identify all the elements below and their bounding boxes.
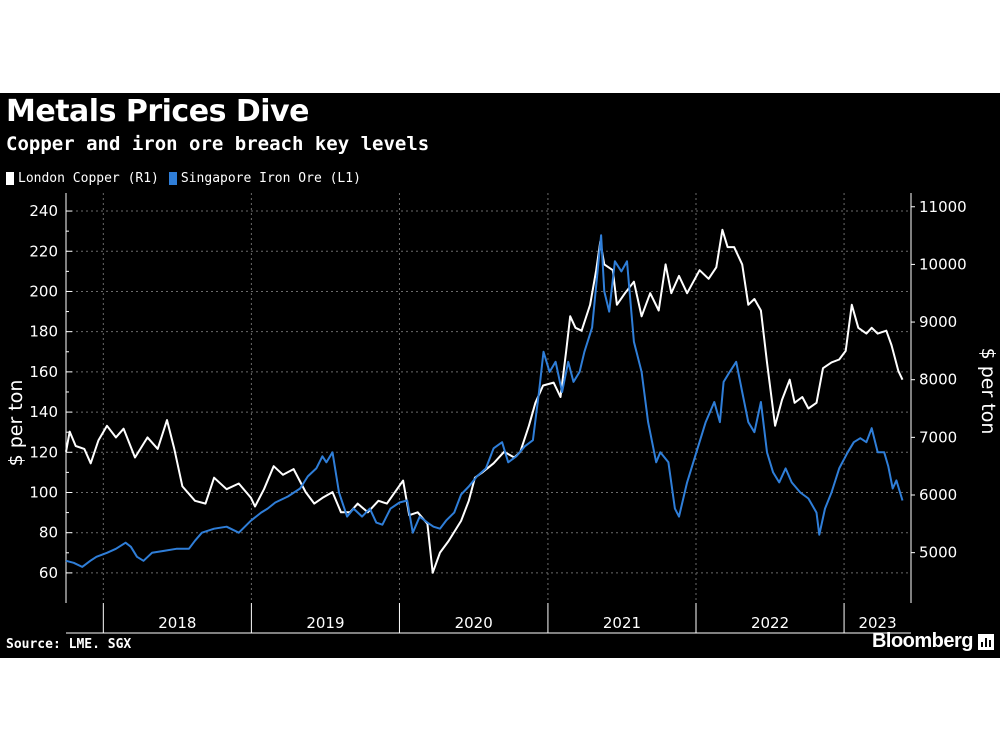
y-left-tick-label: 200 (29, 282, 58, 300)
legend-label-copper: London Copper (R1) (18, 170, 159, 186)
chart-subtitle: Copper and iron ore breach key levels (6, 133, 430, 155)
x-tick-label: 2018 (158, 614, 196, 632)
y-left-axis-title: $ per ton (5, 380, 27, 467)
legend-item-iron-ore: Singapore Iron Ore (L1) (168, 170, 361, 186)
y-left-tick-label: 140 (29, 403, 58, 421)
chart-title: Metals Prices Dive (6, 94, 309, 129)
axis-layer: 60 80 100 120 140 160 180 200 220 240 5000 6000 7000… (5, 193, 999, 634)
y-right-tick-label: 11000 (919, 198, 967, 216)
source-note: Source: LME. SGX (6, 637, 132, 652)
y-left-tick-label: 220 (29, 242, 58, 260)
y-right-tick-label: 7000 (919, 428, 957, 446)
series-layer (65, 228, 904, 574)
y-right-axis-title: $ per ton (977, 348, 999, 435)
x-tick-label: 2019 (306, 614, 344, 632)
x-tick-label: 2023 (858, 614, 896, 632)
y-left-tick-label: 160 (29, 363, 58, 381)
y-left-tick-label: 180 (29, 323, 58, 341)
brand-logo: Bloomberg (872, 630, 994, 653)
y-right-tick-label: 6000 (919, 486, 957, 504)
chart-svg: 60 80 100 120 140 160 180 200 220 240 5000 6000 7000… (5, 193, 999, 634)
legend: London Copper (R1) Singapore Iron Ore (L… (6, 169, 371, 187)
chart-panel: 60 80 100 120 140 160 180 200 220 240 5000 6000 7000… (0, 93, 1000, 658)
y-left-tick-label: 80 (39, 524, 58, 542)
bloomberg-chart-icon (978, 633, 994, 650)
legend-label-iron-ore: Singapore Iron Ore (L1) (180, 170, 361, 186)
legend-swatch-copper (6, 171, 14, 185)
x-tick-label: 2022 (751, 614, 789, 632)
y-left-tick-label: 100 (29, 483, 58, 501)
y-right-tick-label: 8000 (919, 371, 957, 389)
series-line-london-copper (65, 228, 904, 574)
y-left-tick-label: 240 (29, 202, 58, 220)
legend-swatch-iron-ore (168, 171, 177, 185)
x-tick-label: 2020 (455, 614, 493, 632)
y-right-tick-label: 10000 (919, 255, 967, 273)
y-right-tick-label: 9000 (919, 313, 957, 331)
y-left-tick-label: 120 (29, 443, 58, 461)
legend-item-copper: London Copper (R1) (6, 171, 159, 186)
brand-name: Bloomberg (871, 630, 974, 652)
series-line-singapore-iron-ore (65, 234, 904, 568)
y-right-tick-label: 5000 (919, 544, 957, 562)
x-tick-label: 2021 (603, 614, 641, 632)
grid-layer (66, 193, 911, 603)
y-left-tick-label: 60 (39, 564, 58, 582)
